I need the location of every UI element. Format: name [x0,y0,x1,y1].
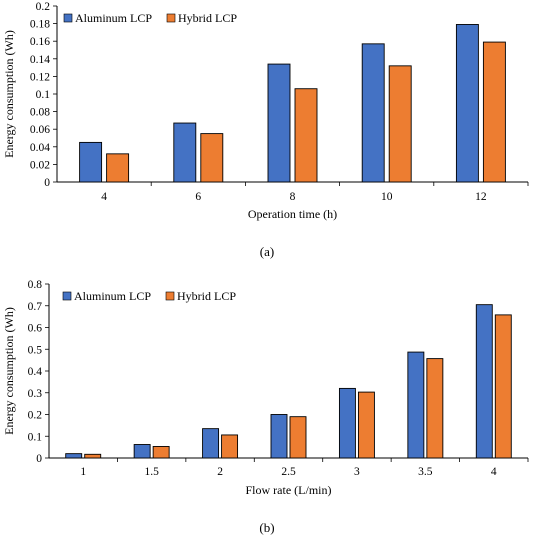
y-tick-label-a-9: 0.18 [30,19,50,31]
bar-b-0-3 [270,414,288,459]
x-tick-label-b-2: 2 [217,466,223,478]
y-tick-label-b-7: 0.7 [28,301,43,313]
bar-b-1-6 [494,314,512,459]
y-tick-label-a-2: 0.04 [30,142,50,154]
x-tick-label-b-3: 2.5 [281,466,296,478]
legend-label-a-1: Hybrid LCP [178,11,237,25]
y-tick-label-a-5: 0.1 [36,89,51,101]
bar-a-1-3 [388,65,412,183]
legend-swatch-a-1 [166,13,176,23]
bar-b-0-0 [65,453,83,459]
y-tick-label-a-3: 0.06 [30,124,50,136]
y-tick-label-a-8: 0.16 [30,36,50,48]
bar-a-1-0 [106,153,130,183]
bar-a-1-1 [200,133,224,183]
y-tick-label-a-4: 0.08 [30,107,50,119]
bar-a-0-0 [79,141,103,183]
bar-b-0-6 [475,304,493,459]
bar-a-1-4 [482,41,506,183]
legend-label-b-0: Aluminum LCP [74,289,151,303]
bar-b-0-2 [202,428,220,459]
y-tick-label-a-1: 0.02 [30,159,50,171]
bar-b-0-4 [338,387,356,459]
y-tick-label-b-2: 0.2 [28,410,43,422]
bar-b-1-1 [152,446,170,459]
y-tick-label-a-0: 0 [44,177,50,189]
x-tick-label-b-0: 1 [80,466,86,478]
bar-b-1-2 [221,434,239,459]
x-tick-label-b-5: 3.5 [418,466,433,478]
y-tick-label-a-10: 0.2 [36,1,51,13]
bar-a-0-2 [267,63,291,183]
bar-a-0-1 [173,122,197,183]
legend-swatch-a-0 [63,13,73,23]
chart-panel-b: 0 0.1 0.2 0.3 0.4 0.5 0.6 0.7 0.8 1 1.5 2 2.5 3 3.5 4 Fl… [2,279,529,535]
x-tick-label-a-0: 4 [101,191,107,203]
bar-a-1-2 [294,88,318,183]
legend-swatch-b-0 [62,291,72,301]
legend-swatch-b-1 [165,291,175,301]
bar-b-1-0 [84,453,102,459]
y-tick-label-b-8: 0.8 [28,279,43,291]
chart-panel-a: 0 0.02 0.04 0.06 0.08 0.1 0.12 0.14 0.16 0.18 0.2 4… [2,1,529,259]
x-tick-label-b-6: 4 [491,466,497,478]
x-tick-label-a-3: 10 [381,191,393,203]
bar-b-0-5 [407,351,425,459]
bar-a-0-3 [361,43,385,183]
legend-label-a-0: Aluminum LCP [75,11,152,25]
y-axis-label-b: Energy consumption (Wh) [2,307,16,435]
y-tick-label-b-6: 0.6 [28,323,43,335]
y-tick-label-b-4: 0.4 [28,366,43,378]
y-tick-label-b-5: 0.5 [28,344,43,356]
x-tick-label-b-1: 1.5 [144,466,159,478]
y-tick-label-a-6: 0.12 [30,71,50,83]
bar-b-1-4 [357,391,375,459]
y-axis-label-a: Energy consumption (Wh) [2,30,16,158]
panel-label-b: (b) [259,520,274,535]
panel-label-a: (a) [260,244,274,259]
x-axis-label-a: Operation time (h) [248,207,337,221]
x-tick-label-b-4: 3 [354,466,360,478]
x-tick-label-a-1: 6 [195,191,201,203]
x-axis-label-b: Flow rate (L/min) [246,483,332,497]
y-tick-label-a-7: 0.14 [30,54,50,66]
x-tick-label-a-2: 8 [290,191,296,203]
legend-label-b-1: Hybrid LCP [177,289,236,303]
x-tick-label-a-4: 12 [475,191,487,203]
y-tick-label-b-3: 0.3 [28,388,43,400]
bar-a-0-4 [455,24,479,183]
bar-b-1-5 [426,358,444,459]
bar-b-0-1 [133,444,151,459]
bar-b-1-3 [289,416,307,459]
y-tick-label-b-1: 0.1 [28,431,43,443]
y-tick-label-b-0: 0 [36,453,42,465]
